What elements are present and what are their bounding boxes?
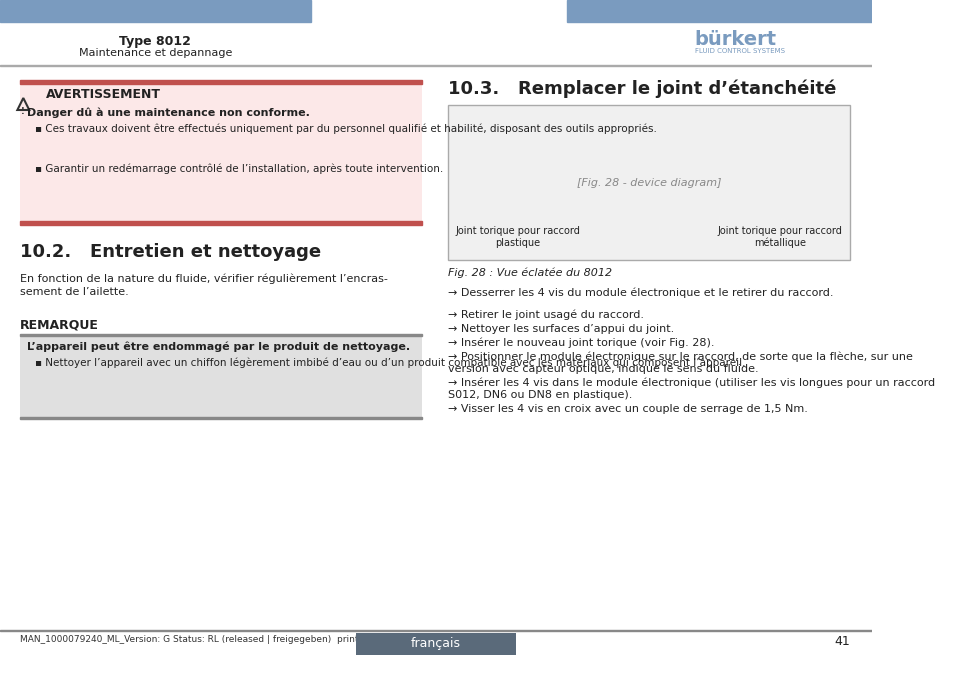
- Text: → Positionner le module électronique sur le raccord, de sorte que la flèche, sur: → Positionner le module électronique sur…: [447, 352, 912, 374]
- Text: Danger dû à une maintenance non conforme.: Danger dû à une maintenance non conforme…: [28, 108, 310, 118]
- Text: FLUID CONTROL SYSTEMS: FLUID CONTROL SYSTEMS: [694, 48, 783, 54]
- FancyBboxPatch shape: [447, 105, 849, 260]
- Bar: [0, 0, 311, 22]
- Bar: [0, 65, 871, 66]
- Text: Maintenance et depannage: Maintenance et depannage: [78, 48, 232, 58]
- Text: REMARQUE: REMARQUE: [20, 318, 99, 331]
- Text: bürkert: bürkert: [694, 30, 776, 49]
- Text: ▪ Garantir un redémarrage contrôlé de l’installation, après toute intervention.: ▪ Garantir un redémarrage contrôlé de l’…: [34, 163, 442, 174]
- Text: Type 8012: Type 8012: [119, 35, 192, 48]
- Text: ▪ Ces travaux doivent être effectués uniquement par du personnel qualifié et hab: ▪ Ces travaux doivent être effectués uni…: [34, 124, 656, 135]
- FancyBboxPatch shape: [356, 633, 515, 655]
- Text: AVERTISSEMENT: AVERTISSEMENT: [46, 88, 160, 101]
- Bar: [20, 80, 422, 84]
- Text: 10.2.   Entretien et nettoyage: 10.2. Entretien et nettoyage: [20, 243, 321, 261]
- Bar: [20, 221, 422, 225]
- Text: ▪ Nettoyer l’appareil avec un chiffon légèrement imbibé d’eau ou d’un produit co: ▪ Nettoyer l’appareil avec un chiffon lé…: [34, 358, 744, 369]
- Text: Joint torique pour raccord
métallique: Joint torique pour raccord métallique: [717, 226, 841, 248]
- Text: → Nettoyer les surfaces d’appui du joint.: → Nettoyer les surfaces d’appui du joint…: [447, 324, 674, 334]
- Bar: [20, 417, 422, 419]
- Text: !: !: [21, 107, 25, 116]
- Text: [Fig. 28 - device diagram]: [Fig. 28 - device diagram]: [577, 178, 720, 188]
- Bar: [0, 630, 871, 631]
- Text: → Desserrer les 4 vis du module électronique et le retirer du raccord.: → Desserrer les 4 vis du module électron…: [447, 288, 833, 299]
- FancyBboxPatch shape: [20, 80, 422, 225]
- Text: Fig. 28 : Vue éclatée du 8012: Fig. 28 : Vue éclatée du 8012: [447, 268, 612, 279]
- Text: 41: 41: [834, 635, 849, 648]
- Text: → Visser les 4 vis en croix avec un couple de serrage de 1,5 Nm.: → Visser les 4 vis en croix avec un coup…: [447, 404, 807, 414]
- Text: → Retirer le joint usagé du raccord.: → Retirer le joint usagé du raccord.: [447, 310, 643, 320]
- Text: français: français: [411, 637, 460, 650]
- Text: 10.3.   Remplacer le joint d’étanchéité: 10.3. Remplacer le joint d’étanchéité: [447, 80, 836, 98]
- Bar: [20, 334, 422, 336]
- Text: → Insérer les 4 vis dans le module électronique (utiliser les vis longues pour u: → Insérer les 4 vis dans le module élect…: [447, 378, 934, 400]
- Text: MAN_1000079240_ML_Version: G Status: RL (released | freigegeben)  printed: 29.08: MAN_1000079240_ML_Version: G Status: RL …: [20, 635, 427, 644]
- FancyBboxPatch shape: [20, 334, 422, 419]
- Bar: [566, 0, 871, 22]
- Text: → Insérer le nouveau joint torique (voir Fig. 28).: → Insérer le nouveau joint torique (voir…: [447, 338, 714, 349]
- Text: Joint torique pour raccord
plastique: Joint torique pour raccord plastique: [455, 226, 579, 248]
- Text: En fonction de la nature du fluide, vérifier régulièrement l’encras-
sement de l: En fonction de la nature du fluide, véri…: [20, 273, 388, 297]
- Text: L’appareil peut être endommagé par le produit de nettoyage.: L’appareil peut être endommagé par le pr…: [28, 342, 410, 353]
